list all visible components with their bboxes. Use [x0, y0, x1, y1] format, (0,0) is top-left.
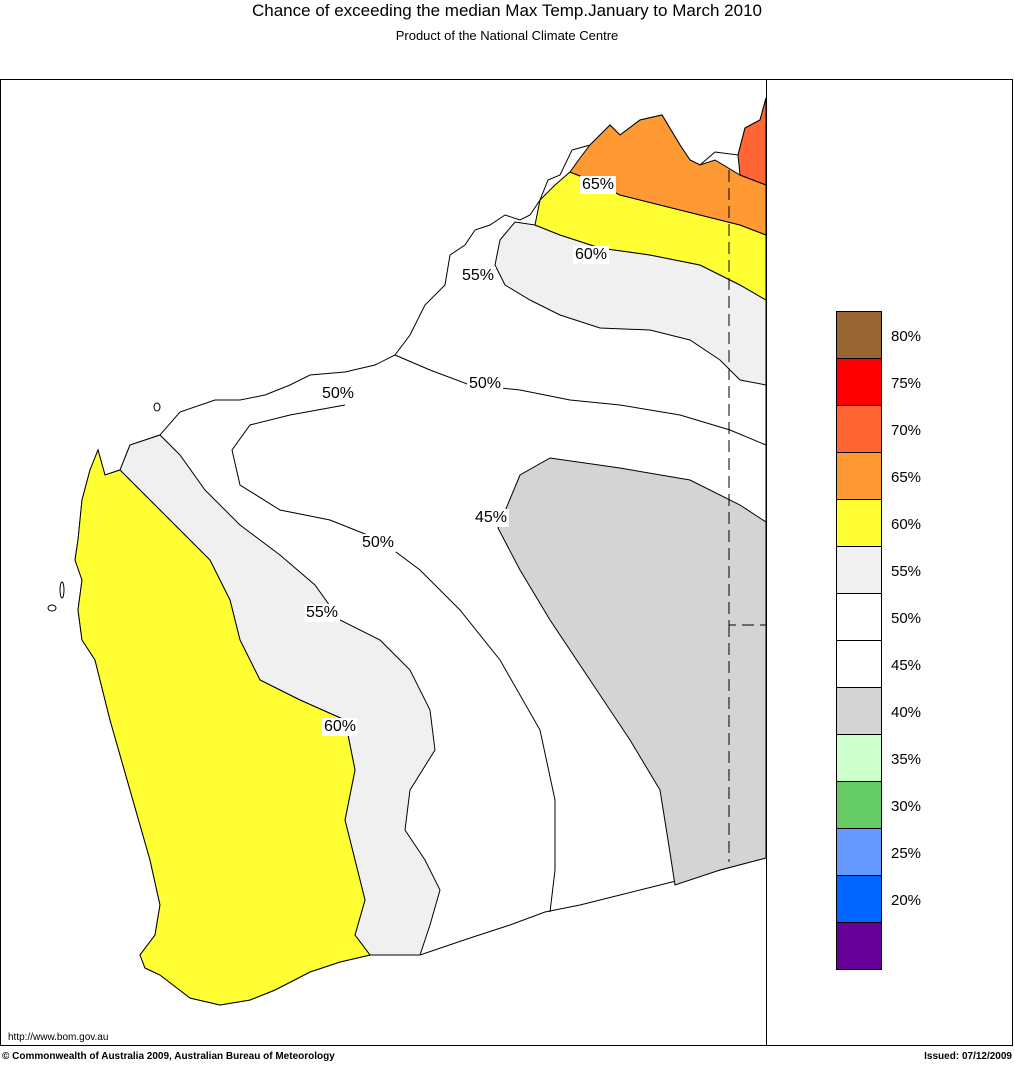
- legend: [836, 311, 882, 970]
- legend-label: 55%: [891, 562, 922, 580]
- legend-swatch: [836, 829, 882, 876]
- contour-label: 50%: [320, 385, 357, 403]
- legend-swatch: [836, 406, 882, 453]
- panel-divider: [766, 79, 767, 1046]
- legend-swatch: [836, 641, 882, 688]
- legend-label: 30%: [891, 797, 922, 815]
- contour-50-north: [394, 354, 767, 446]
- contour-label: 55%: [304, 604, 341, 622]
- legend-swatch: [836, 594, 882, 641]
- contour-label: 50%: [467, 375, 504, 393]
- legend-label: 50%: [891, 609, 922, 627]
- state-border: [728, 170, 766, 862]
- legend-label: 60%: [891, 515, 922, 533]
- map-subtitle: Product of the National Climate Centre: [395, 28, 619, 43]
- legend-swatch: [836, 311, 882, 359]
- legend-label: 70%: [891, 421, 922, 439]
- zone-70: [737, 97, 767, 186]
- issued-date: Issued: 07/12/2009: [924, 1051, 1012, 1062]
- island: [153, 402, 161, 412]
- legend-label: 45%: [891, 656, 922, 674]
- island: [47, 604, 57, 612]
- zone-45: [497, 457, 767, 886]
- contour-label: 65%: [580, 176, 617, 194]
- legend-label: 25%: [891, 844, 922, 862]
- source-url[interactable]: http://www.bom.gov.au: [8, 1032, 109, 1043]
- contour-label: 60%: [573, 246, 610, 264]
- legend-label: 40%: [891, 703, 922, 721]
- zone-65: [569, 114, 767, 236]
- legend-swatch: [836, 547, 882, 594]
- legend-swatch: [836, 735, 882, 782]
- legend-swatch: [836, 688, 882, 735]
- map-frame: [0, 79, 1013, 1046]
- legend-swatch: [836, 923, 882, 970]
- legend-label: 35%: [891, 750, 922, 768]
- legend-swatch: [836, 453, 882, 500]
- legend-swatch: [836, 876, 882, 923]
- legend-label: 65%: [891, 468, 922, 486]
- zone-60-west: [74, 448, 371, 1006]
- legend-label: 75%: [891, 374, 922, 392]
- legend-swatch: [836, 782, 882, 829]
- legend-swatch: [836, 500, 882, 547]
- map-title: Chance of exceeding the median Max Temp.…: [252, 1, 762, 20]
- copyright-text: © Commonwealth of Australia 2009, Austra…: [2, 1051, 335, 1062]
- contour-label: 45%: [473, 509, 510, 527]
- legend-swatch: [836, 359, 882, 406]
- contour-label: 60%: [322, 718, 359, 736]
- legend-label: 80%: [891, 327, 922, 345]
- island: [59, 581, 65, 599]
- contour-label: 50%: [360, 534, 397, 552]
- contour-label: 55%: [460, 267, 497, 285]
- legend-label: 20%: [891, 891, 922, 909]
